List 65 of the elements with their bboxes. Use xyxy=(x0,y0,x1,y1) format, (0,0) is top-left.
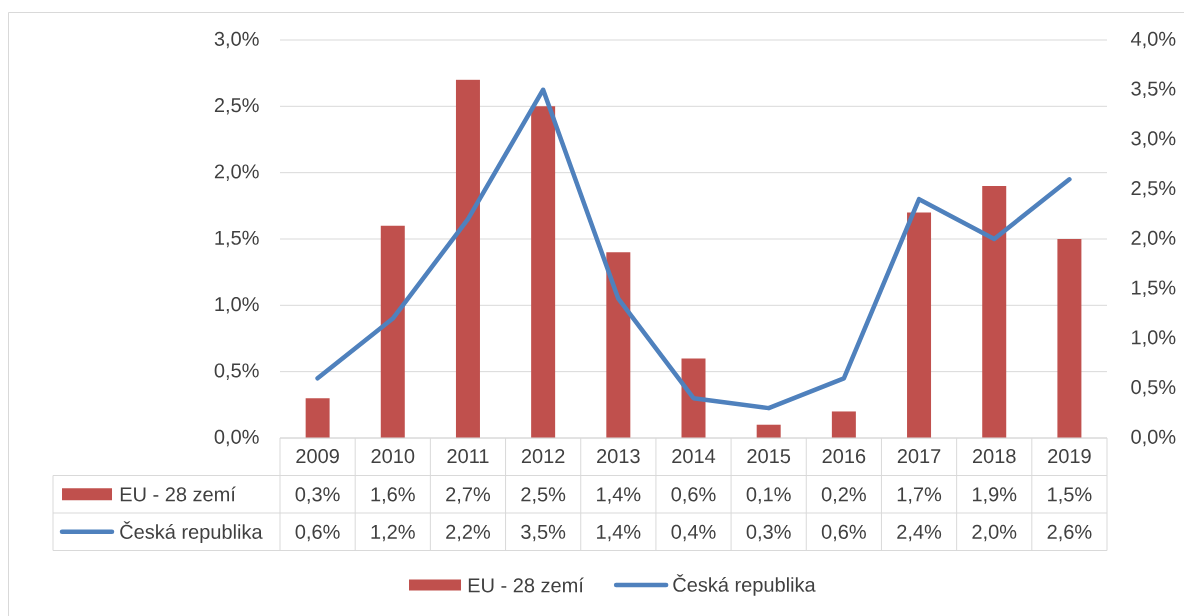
y-tick-label: 3,0% xyxy=(214,31,259,49)
data-label: 3,5% xyxy=(521,524,566,542)
x-tick-label: 2010 xyxy=(371,449,415,464)
y2-tick-label: 2,5% xyxy=(1131,180,1176,198)
x-tick-label: 2015 xyxy=(747,449,791,464)
bar xyxy=(606,252,631,438)
x-tick-label: 2014 xyxy=(672,449,716,464)
y2-tick-label: 3,0% xyxy=(1131,131,1176,148)
data-label: 1,6% xyxy=(371,487,415,504)
data-label: 2,0% xyxy=(972,524,1017,542)
bar xyxy=(681,358,706,438)
data-label: 0,3% xyxy=(295,487,340,504)
y2-tick-label: 4,0% xyxy=(1130,31,1176,49)
data-label: 0,6% xyxy=(821,524,866,542)
data-label: 2,6% xyxy=(1047,524,1092,542)
bar xyxy=(907,212,932,438)
bar xyxy=(982,185,1007,438)
data-label: 1,9% xyxy=(972,487,1017,504)
data-label: 0,3% xyxy=(746,524,791,542)
x-tick-label: 2016 xyxy=(822,449,866,464)
data-label: 2,4% xyxy=(897,524,942,542)
data-label: 2,7% xyxy=(446,487,491,504)
line-series xyxy=(315,87,1072,411)
y-tick-label: 0,5% xyxy=(214,363,259,380)
x-tick-label: 2019 xyxy=(1048,449,1091,464)
x-tick-label: 2012 xyxy=(521,449,565,464)
x-tick-label: 2013 xyxy=(597,449,640,464)
y-tick-label: 2,0% xyxy=(214,164,259,181)
bar xyxy=(831,411,856,438)
x-tick-label: 2018 xyxy=(972,449,1016,464)
data-label: 0,1% xyxy=(746,487,791,504)
legend-label: Česká republika xyxy=(120,521,263,543)
data-label: 2,5% xyxy=(521,487,566,504)
data-label: 1,7% xyxy=(897,487,942,504)
data-label: 1,2% xyxy=(371,524,415,542)
data-label: 0,2% xyxy=(821,487,866,504)
data-label: 1,5% xyxy=(1048,487,1092,504)
bar xyxy=(455,79,480,438)
bar xyxy=(380,225,405,438)
data-label: 0,6% xyxy=(671,487,716,504)
data-label: 1,4% xyxy=(597,487,641,504)
y-tick-label: 0,0% xyxy=(214,429,259,447)
y2-tick-label: 0,0% xyxy=(1131,429,1176,447)
y-tick-label: 1,5% xyxy=(215,230,259,248)
text: Česká republika xyxy=(673,574,816,596)
data-label: 2,2% xyxy=(446,524,491,542)
bar xyxy=(1057,238,1082,438)
data-label: 0,4% xyxy=(671,524,716,542)
bar xyxy=(756,424,781,438)
data-label: 0,6% xyxy=(295,524,340,542)
y2-tick-label: 1,0% xyxy=(1132,330,1176,347)
y2-tick-label: 1,5% xyxy=(1132,280,1176,297)
y-tick-label: 1,0% xyxy=(215,297,259,314)
y2-tick-label: 0,5% xyxy=(1131,379,1176,397)
bar xyxy=(531,106,556,438)
text: EU - 28 zemí xyxy=(468,577,584,593)
y-tick-label: 2,5% xyxy=(214,98,259,115)
x-tick-label: 2009 xyxy=(296,449,339,464)
bar xyxy=(305,398,330,438)
y2-tick-label: 2,0% xyxy=(1131,230,1176,248)
data-label: 1,4% xyxy=(597,524,641,542)
y2-tick-label: 3,5% xyxy=(1131,81,1176,98)
legend-label: EU - 28 zemí xyxy=(120,486,236,502)
x-tick-label: 2017 xyxy=(897,449,941,464)
x-tick-label: 2011 xyxy=(447,449,489,464)
